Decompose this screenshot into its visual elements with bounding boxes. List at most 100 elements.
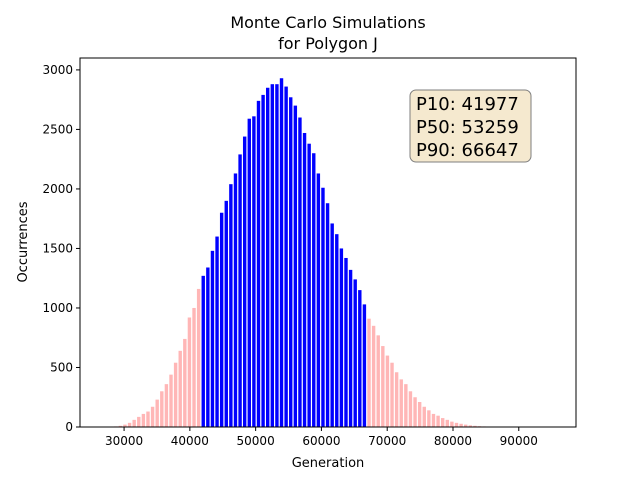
histogram-bar <box>270 84 275 427</box>
x-tick-label: 70000 <box>368 434 406 448</box>
histogram-bar <box>358 290 362 427</box>
annotation-p10: P10: 41977 <box>416 94 519 115</box>
histogram-bar <box>183 338 187 427</box>
histogram-bar <box>440 418 445 427</box>
bars-group <box>104 78 505 428</box>
histogram-bar <box>316 173 321 427</box>
histogram-bar <box>219 212 224 427</box>
x-tick-label: 40000 <box>171 434 209 448</box>
percentile-annotation: P10: 41977 P50: 53259 P90: 66647 <box>409 89 532 163</box>
y-tick-label: 1500 <box>42 241 73 255</box>
histogram-bar <box>312 153 316 427</box>
histogram-bar <box>289 97 293 428</box>
histogram-bar <box>335 234 339 427</box>
x-tick-label: 30000 <box>105 434 143 448</box>
histogram-bar <box>242 136 247 428</box>
histogram-bar <box>408 391 413 427</box>
y-axis-label: Occurrences <box>16 201 31 282</box>
histogram-bar <box>399 379 403 427</box>
histogram-bar <box>238 154 242 427</box>
histogram-bar <box>330 223 334 427</box>
histogram-bar <box>307 143 311 427</box>
histogram-bar <box>266 87 270 428</box>
histogram-bar <box>371 325 376 427</box>
histogram-bar <box>146 411 150 427</box>
histogram-bar <box>169 374 173 427</box>
x-tick-label: 50000 <box>237 434 275 448</box>
histogram-bar <box>127 422 132 427</box>
x-tick-label: 80000 <box>434 434 472 448</box>
histogram-bar <box>160 391 164 427</box>
chart-title-line-2: for Polygon J <box>278 34 378 53</box>
y-tick-label: 3000 <box>42 63 73 77</box>
x-tick-label: 90000 <box>500 434 538 448</box>
histogram-bar <box>233 173 238 427</box>
histogram-bar <box>192 307 196 427</box>
histogram-bar <box>344 257 348 427</box>
histogram-bar <box>155 399 159 427</box>
histogram-bar <box>293 105 298 427</box>
histogram-bar <box>298 117 302 428</box>
plot-frame <box>79 57 577 428</box>
y-tick-label: 1000 <box>42 301 73 315</box>
histogram-bar <box>206 267 210 427</box>
y-axis-ticks: 0 500 1000 1500 2000 2500 3000 <box>42 63 80 434</box>
histogram-bar <box>118 425 123 427</box>
histogram-bar <box>348 269 353 427</box>
x-axis-label: Generation <box>292 456 365 471</box>
histogram-bar <box>141 413 146 427</box>
histogram-bar <box>459 423 463 427</box>
chart-title-line-1: Monte Carlo Simulations <box>230 13 425 32</box>
histogram-bar <box>404 384 408 427</box>
histogram-bar <box>247 118 251 427</box>
histogram-bar <box>454 422 459 427</box>
histogram-bar <box>445 419 449 427</box>
annotation-box <box>409 89 532 163</box>
histogram-bar <box>256 100 261 427</box>
histogram-bar <box>132 419 136 427</box>
x-axis-ticks: 30000 40000 50000 60000 70000 80000 90000 <box>105 427 538 448</box>
histogram-bar <box>137 416 141 427</box>
histogram-bar <box>390 362 394 427</box>
histogram-bar <box>394 372 399 427</box>
histogram-bar <box>413 397 417 427</box>
histogram-bar <box>367 318 371 427</box>
histogram-bar <box>252 116 256 427</box>
histogram-bar <box>468 425 473 427</box>
histogram-bar <box>362 304 367 427</box>
histogram-bar <box>164 384 169 427</box>
histogram-bar <box>224 200 228 427</box>
histogram-bar <box>473 425 477 427</box>
histogram-bar <box>376 335 380 427</box>
annotation-p90: P90: 66647 <box>416 140 519 161</box>
y-tick-label: 2500 <box>42 122 73 136</box>
histogram-bar <box>275 84 279 427</box>
histogram-bar <box>427 410 431 427</box>
histogram-bar <box>417 402 422 427</box>
histogram-bar <box>385 355 390 427</box>
histogram-bar <box>321 187 325 427</box>
histogram-bar <box>436 415 440 427</box>
histogram-bar <box>284 86 288 427</box>
y-tick-label: 2000 <box>42 182 73 196</box>
histogram-bar <box>123 424 127 427</box>
histogram-bar <box>381 346 385 427</box>
histogram-bar <box>279 78 284 428</box>
histogram-bar <box>422 406 426 427</box>
x-tick-label: 60000 <box>302 434 340 448</box>
histogram-bar <box>450 421 454 427</box>
histogram-bar <box>178 350 182 427</box>
y-tick-label: 500 <box>50 360 73 374</box>
histogram-bar <box>339 248 344 427</box>
histogram-bar <box>325 203 330 427</box>
histogram-bar <box>210 250 215 427</box>
annotation-p50: P50: 53259 <box>416 117 519 138</box>
histogram-bar <box>229 184 233 427</box>
histogram-bar <box>302 132 307 427</box>
histogram-bar <box>261 94 265 428</box>
histogram-bar <box>464 424 468 427</box>
histogram-bar <box>150 406 155 427</box>
histogram-bar <box>353 279 357 427</box>
y-tick-label: 0 <box>65 420 73 434</box>
